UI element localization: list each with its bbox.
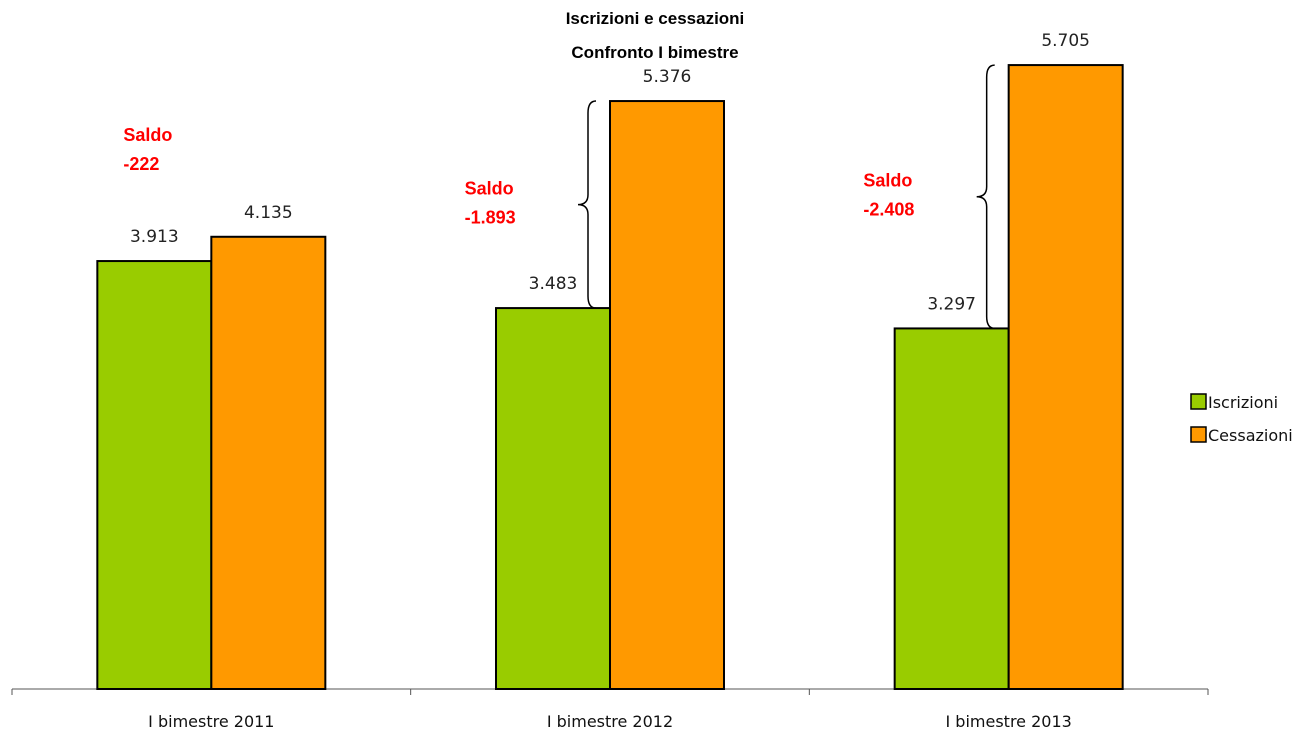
chart-title-line-1: Iscrizioni e cessazioni (566, 9, 745, 28)
saldo-label-i-bimestre-2012: Saldo (465, 179, 514, 199)
x-tick-label-i-bimestre-2013: I bimestre 2013 (946, 712, 1072, 731)
bar-cessazioni-i-bimestre-2011 (210, 235, 327, 690)
bar-iscrizioni-i-bimestre-2011 (96, 260, 213, 690)
saldo-value-i-bimestre-2012: -1.893 (465, 208, 516, 228)
legend-label-iscrizioni: Iscrizioni (1208, 393, 1278, 412)
data-label-cessazioni-i-bimestre-2011: 4.135 (244, 203, 293, 223)
bar-cessazioni-i-bimestre-2013 (1007, 64, 1124, 691)
saldo-value-i-bimestre-2013: -2.408 (863, 200, 914, 220)
data-label-cessazioni-i-bimestre-2012: 5.376 (643, 67, 692, 87)
x-tick-label-i-bimestre-2012: I bimestre 2012 (547, 712, 673, 731)
x-tick-label-i-bimestre-2011: I bimestre 2011 (148, 712, 274, 731)
saldo-brace-i-bimestre-2012 (577, 100, 597, 309)
bar-cessazioni-i-bimestre-2012 (609, 100, 725, 690)
legend-swatch-iscrizioni (1190, 393, 1207, 410)
legend: Iscrizioni Cessazioni (1190, 393, 1293, 445)
bar-iscrizioni-i-bimestre-2012 (495, 307, 611, 690)
saldo-brace-i-bimestre-2013 (976, 64, 995, 330)
data-label-iscrizioni-i-bimestre-2013: 3.297 (927, 294, 976, 314)
chart-title-line-2: Confronto I bimestre (571, 43, 738, 62)
data-label-iscrizioni-i-bimestre-2012: 3.483 (529, 274, 578, 294)
saldo-label-i-bimestre-2011: Saldo (123, 125, 172, 145)
plot-area: I bimestre 2011 3.913 4.135 Saldo -222 I bime… (11, 31, 1209, 731)
legend-swatch-cessazioni (1190, 426, 1207, 443)
legend-label-cessazioni: Cessazioni (1208, 426, 1293, 445)
bar-iscrizioni-i-bimestre-2013 (893, 327, 1010, 690)
saldo-value-i-bimestre-2011: -222 (123, 154, 159, 174)
saldo-label-i-bimestre-2013: Saldo (863, 171, 912, 191)
data-label-iscrizioni-i-bimestre-2011: 3.913 (130, 227, 179, 247)
data-label-cessazioni-i-bimestre-2013: 5.705 (1041, 31, 1090, 51)
